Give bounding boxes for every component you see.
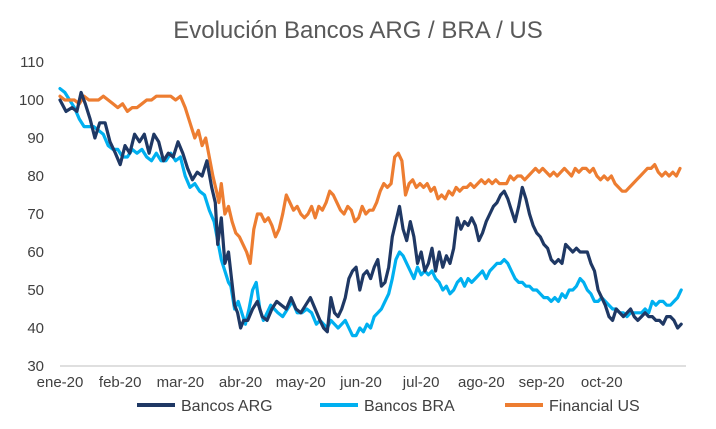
series-lines: [58, 87, 683, 338]
y-tick-label: 90: [27, 130, 44, 147]
y-axis-ticks: 30 40 50 60 70 80 90 100 110: [19, 54, 44, 375]
x-axis-ticks: ene-20 feb-20 mar-20 abr-20 may-20 jun-20 jul-…: [37, 374, 623, 391]
y-tick-label: 70: [27, 206, 44, 223]
x-tick-label: sep-20: [519, 374, 565, 391]
x-tick-label: feb-20: [99, 374, 142, 391]
series-line-financial-us: [58, 94, 682, 265]
legend-label: Financial US: [549, 398, 640, 415]
legend-label: Bancos BRA: [364, 398, 455, 415]
x-tick-label: jul-20: [402, 374, 440, 391]
series-line-bancos-arg: [58, 90, 683, 334]
x-tick-label: ene-20: [37, 374, 84, 391]
x-tick-label: may-20: [276, 374, 326, 391]
x-tick-label: oct-20: [581, 374, 623, 391]
legend-label: Bancos ARG: [181, 398, 273, 415]
y-tick-label: 80: [27, 168, 44, 185]
x-tick-label: mar-20: [157, 374, 205, 391]
x-tick-label: jun-20: [339, 374, 382, 391]
chart-title: Evolución Bancos ARG / BRA / US: [173, 17, 543, 44]
y-tick-label: 110: [20, 54, 44, 71]
y-tick-label: 30: [27, 358, 44, 375]
x-tick-label: abr-20: [219, 374, 262, 391]
x-tick-label: ago-20: [458, 374, 505, 391]
y-tick-label: 100: [19, 92, 44, 109]
y-tick-label: 40: [27, 320, 44, 337]
y-tick-label: 60: [27, 244, 44, 261]
y-tick-label: 50: [27, 282, 44, 299]
series-line-bancos-bra: [58, 87, 683, 338]
legend: Bancos ARG Bancos BRA Financial US: [137, 398, 640, 415]
